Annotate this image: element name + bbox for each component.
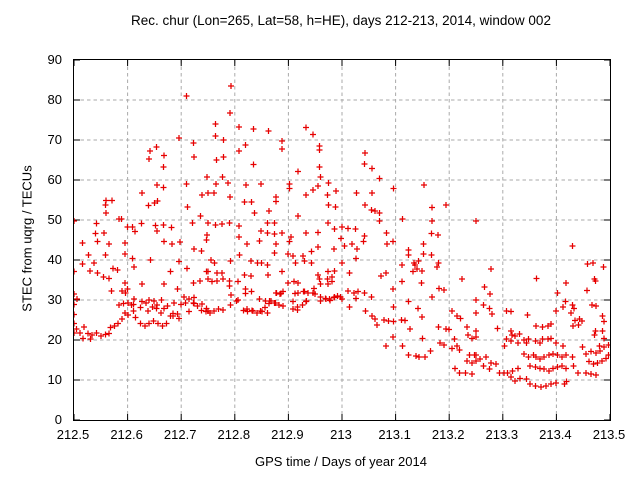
x-tick-label: 213	[330, 427, 352, 442]
y-tick-label: 0	[54, 411, 62, 427]
x-tick-label: 212.6	[110, 427, 143, 442]
y-tick-label: 80	[47, 91, 62, 107]
x-tick-label: 213.5	[592, 427, 626, 442]
y-tick-label: 10	[47, 371, 62, 387]
plot-area	[73, 59, 611, 421]
y-tick-label: 70	[47, 131, 62, 147]
y-tick-label: 30	[47, 291, 62, 307]
y-tick-label: 90	[47, 51, 62, 67]
x-tick-label: 212.8	[217, 427, 251, 442]
x-tick-label: 213.3	[485, 427, 519, 442]
x-tick-label: 213.2	[431, 427, 465, 442]
data-points	[74, 83, 610, 390]
scatter-canvas	[74, 60, 610, 420]
x-tick-label: 212.9	[271, 427, 304, 442]
x-tick-label: 212.5	[56, 427, 90, 442]
y-axis-label: STEC from uqrg / TECUs	[19, 165, 35, 312]
y-tick-label: 40	[47, 251, 62, 267]
x-tick-label: 213.1	[378, 427, 411, 442]
y-tick-label: 20	[47, 331, 62, 347]
x-axis-label: GPS time / Days of year 2014	[255, 454, 427, 469]
y-tick-label: 50	[47, 211, 62, 227]
x-tick-label: 213.4	[539, 427, 572, 442]
y-tick-label: 60	[47, 171, 62, 187]
x-tick-label: 212.7	[163, 427, 197, 442]
chart-title: Rec. chur (Lon=265, Lat=58, h=HE), days …	[131, 13, 551, 28]
